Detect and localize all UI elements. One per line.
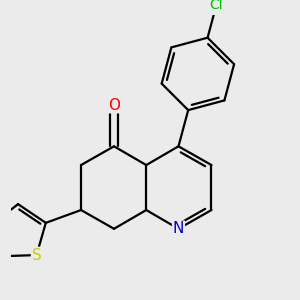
- Text: N: N: [173, 221, 184, 236]
- Text: Cl: Cl: [209, 0, 223, 12]
- Text: O: O: [108, 98, 120, 112]
- Text: S: S: [32, 248, 41, 262]
